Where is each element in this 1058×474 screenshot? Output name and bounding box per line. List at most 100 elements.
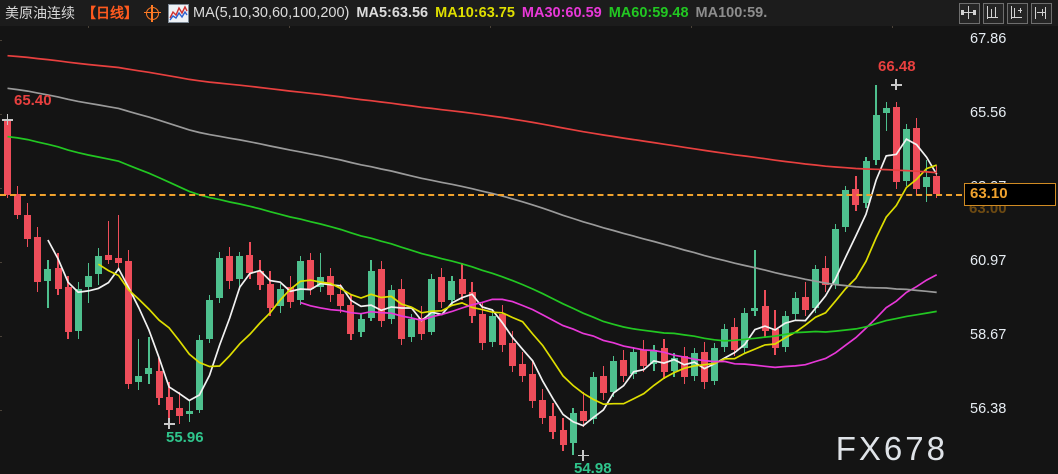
candle-body — [519, 364, 527, 376]
candle-body — [862, 161, 870, 204]
candle-body — [54, 267, 62, 289]
ma100-value: MA100:59. — [695, 5, 768, 21]
candle-body — [428, 279, 436, 333]
candle-body — [721, 328, 729, 347]
candle-body — [640, 349, 648, 367]
vertical-gridlines — [0, 26, 962, 474]
candle-body — [438, 277, 446, 302]
candle-body — [791, 298, 799, 315]
ma-definition: MA(5,10,30,60,100,200) — [193, 5, 350, 21]
gridline-h-0 — [0, 40, 962, 42]
axis-label-5: 56.38 — [970, 401, 1007, 418]
axis-label-3: 60.97 — [970, 253, 1007, 270]
ma-line-ma200 — [7, 54, 937, 174]
candle-body — [276, 288, 284, 307]
candle-body — [246, 254, 254, 273]
candle-body — [14, 193, 22, 215]
gridline-v-4 — [892, 26, 893, 474]
axis-label-4: 58.67 — [970, 327, 1007, 344]
crosshair-icon[interactable] — [144, 4, 161, 22]
candle-wick — [319, 253, 322, 292]
chart-plot-area[interactable]: 65.40 55.96 54.98 66.48 FX678 — [0, 26, 962, 474]
candle-body — [832, 229, 840, 284]
candle-body — [913, 127, 920, 189]
gridline-h-3 — [0, 262, 962, 264]
candle-body — [549, 415, 557, 433]
annotation-low-mid: 54.98 — [574, 460, 612, 474]
candle-wick — [47, 259, 49, 308]
candle-body — [529, 374, 537, 402]
shift-right-tool-button[interactable] — [1031, 3, 1052, 24]
candlestick-series — [0, 26, 962, 474]
candle-body — [145, 367, 153, 375]
candle-body — [24, 214, 32, 239]
candle-body — [94, 256, 102, 275]
candle-body — [680, 356, 688, 378]
candle-body — [34, 237, 42, 283]
candle-body — [347, 304, 355, 334]
gridline-v-3 — [691, 26, 692, 474]
gridline-h-2 — [0, 188, 962, 190]
candle-body — [620, 359, 628, 376]
last-price-box[interactable]: 63.10 — [964, 182, 1056, 206]
crosshair-tool-button[interactable] — [959, 3, 980, 24]
candle-body — [377, 269, 385, 321]
ma-line-ma5 — [47, 137, 938, 427]
candle-body — [559, 430, 567, 445]
candle-body — [801, 296, 809, 310]
candle-body — [74, 288, 82, 331]
candle-body — [488, 316, 496, 342]
candle-body — [458, 279, 466, 294]
candle-body — [478, 314, 486, 344]
annotation-high-left: 65.40 — [14, 92, 52, 110]
marker-low-mid — [577, 449, 589, 461]
candle-body — [44, 269, 52, 281]
moving-average-lines — [7, 54, 938, 427]
axis-label-0: 67.86 — [970, 31, 1007, 48]
zoom-left-tool-button[interactable] — [983, 3, 1004, 24]
candle-wick — [885, 101, 887, 131]
candle-body — [630, 351, 638, 375]
candle-body — [266, 283, 274, 308]
candle-body — [397, 288, 405, 339]
candle-body — [933, 175, 941, 194]
candle-body — [175, 407, 183, 416]
symbol-label: 美原油连续 — [5, 5, 75, 21]
ma30-value: MA30:60.59 — [521, 5, 602, 21]
marker-high-left — [2, 113, 13, 125]
candle-wick — [582, 391, 584, 428]
last-price-text: 63.10 — [970, 184, 1008, 202]
ma-line-ma100 — [7, 87, 937, 294]
candle-body — [731, 327, 739, 350]
candle-body — [690, 353, 698, 376]
candle-body — [125, 261, 133, 384]
mini-chart-icon[interactable] — [168, 3, 189, 23]
candle-wick — [148, 337, 150, 384]
candle-body — [408, 319, 415, 337]
candle-body — [892, 106, 900, 183]
ma10-value: MA10:63.75 — [435, 5, 515, 21]
candle-body — [195, 340, 203, 410]
ma60-value: MA60:59.48 — [608, 5, 689, 21]
candle-body — [84, 275, 92, 288]
candle-body — [872, 114, 880, 160]
candle-body — [741, 312, 749, 349]
period-label: 【日线】 — [82, 5, 138, 21]
candle-body — [165, 396, 173, 410]
candle-body — [761, 306, 769, 331]
candle-body — [337, 293, 345, 307]
candle-wick — [138, 338, 140, 391]
ma5-value: MA5:63.56 — [356, 5, 429, 21]
candle-body — [115, 258, 123, 263]
candle-wick — [117, 214, 120, 271]
ma-line-ma10 — [97, 164, 937, 406]
gridline-h-5 — [0, 410, 962, 412]
zoom-right-tool-button[interactable] — [1007, 3, 1028, 24]
gridline-v-2 — [490, 26, 491, 474]
candle-body — [236, 256, 244, 279]
candle-body — [185, 411, 193, 415]
candle-body — [882, 108, 890, 113]
candle-body — [357, 319, 365, 333]
